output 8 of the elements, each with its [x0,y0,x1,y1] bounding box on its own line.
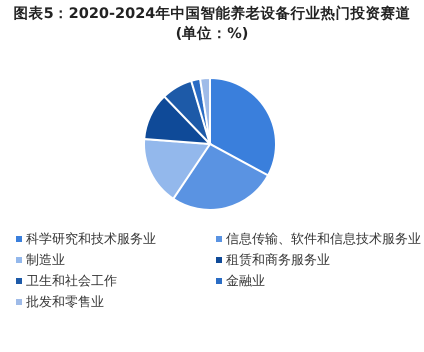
legend-label: 制造业 [26,252,65,268]
legend-label: 卫生和社会工作 [26,272,117,290]
legend-label: 信息传输、软件和信息技术服务业 [226,230,421,248]
legend-label: 金融业 [226,272,265,290]
chart-title: 图表5：2020-2024年中国智能养老设备行业热门投资赛道(单位：%) [12,4,412,44]
legend-label: 科学研究和技术服务业 [26,230,156,248]
legend-label: 批发和零售业 [26,294,104,310]
legend-label: 租赁和商务服务业 [226,252,330,268]
